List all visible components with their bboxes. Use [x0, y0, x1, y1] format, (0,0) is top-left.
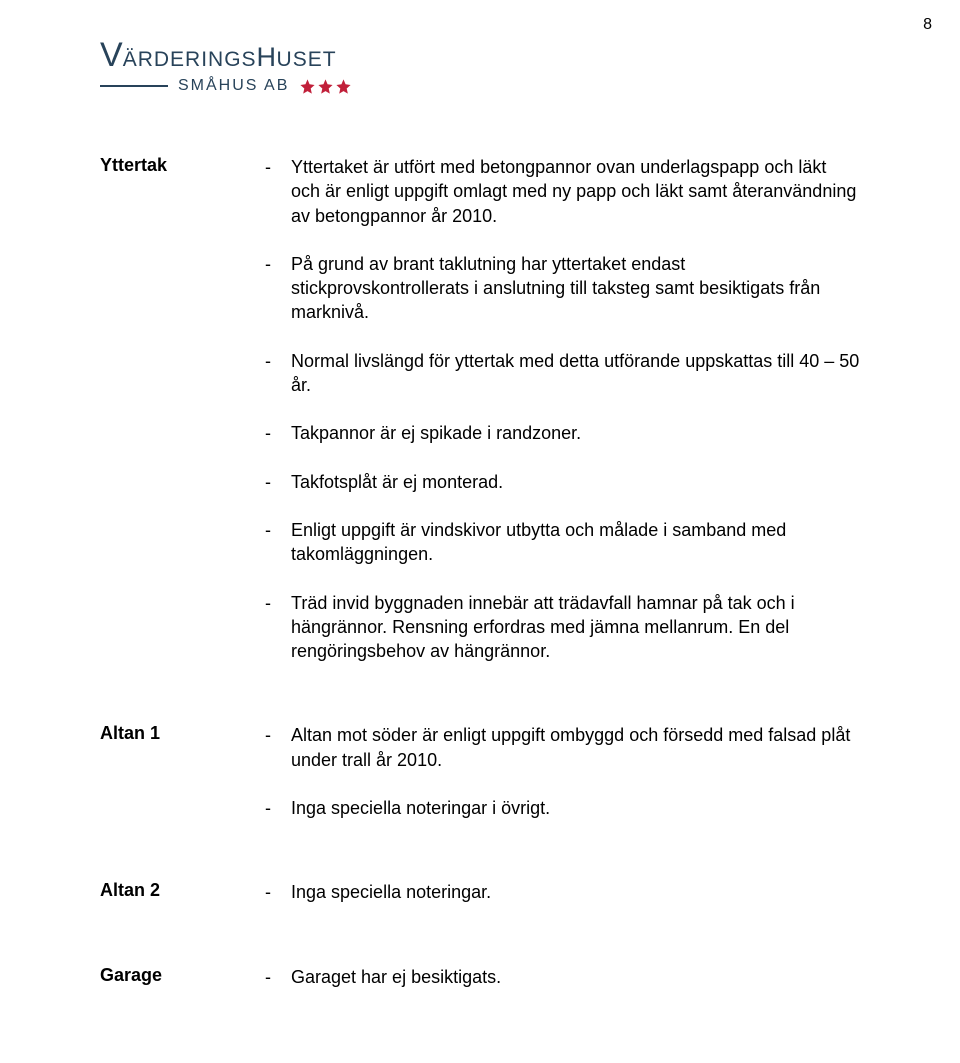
star-icon — [299, 78, 316, 95]
section-altan-1: Altan 1 -Altan mot söder är enligt uppgi… — [100, 723, 860, 820]
section-body: -Yttertaket är utfört med betongpannor o… — [265, 155, 860, 663]
bullet-dash: - — [265, 252, 291, 325]
list-item: -På grund av brant taklutning har yttert… — [265, 252, 860, 325]
logo-mid: ÄRDERINGS — [123, 48, 257, 71]
list-item: -Altan mot söder är enligt uppgift ombyg… — [265, 723, 860, 772]
bullet-dash: - — [265, 470, 291, 494]
list-item: -Takfotsplåt är ej monterad. — [265, 470, 860, 494]
bullet-dash: - — [265, 723, 291, 772]
page-number: 8 — [923, 16, 932, 34]
bullet-text: Enligt uppgift är vindskivor utbytta och… — [291, 518, 860, 567]
section-label: Yttertak — [100, 155, 265, 663]
bullet-text: Inga speciella noteringar i övrigt. — [291, 796, 860, 820]
list-item: -Takpannor är ej spikade i randzoner. — [265, 421, 860, 445]
bullet-dash: - — [265, 155, 291, 228]
logo-sub-row: SMÅHUS AB — [100, 77, 860, 95]
bullet-text: Träd invid byggnaden innebär att trädavf… — [291, 591, 860, 664]
bullet-dash: - — [265, 421, 291, 445]
page: 8 VÄRDERINGSHUSET SMÅHUS AB Yttertak -Yt… — [0, 0, 960, 1063]
bullet-dash: - — [265, 518, 291, 567]
list-item: -Enligt uppgift är vindskivor utbytta oc… — [265, 518, 860, 567]
section-altan-2: Altan 2 -Inga speciella noteringar. — [100, 880, 860, 904]
logo-suffix: USET — [277, 48, 337, 71]
section-label: Altan 1 — [100, 723, 265, 820]
bullet-text: Inga speciella noteringar. — [291, 880, 860, 904]
logo-stars — [299, 78, 352, 95]
logo: VÄRDERINGSHUSET SMÅHUS AB — [100, 36, 860, 95]
bullet-dash: - — [265, 796, 291, 820]
section-yttertak: Yttertak -Yttertaket är utfört med beton… — [100, 155, 860, 663]
logo-subtitle: SMÅHUS AB — [178, 77, 289, 95]
logo-h: H — [257, 42, 277, 72]
section-body: -Inga speciella noteringar. — [265, 880, 860, 904]
section-label: Altan 2 — [100, 880, 265, 904]
bullet-text: Altan mot söder är enligt uppgift ombygg… — [291, 723, 860, 772]
section-body: -Garaget har ej besiktigats. — [265, 965, 860, 989]
star-icon — [335, 78, 352, 95]
list-item: -Normal livslängd för yttertak med detta… — [265, 349, 860, 398]
bullet-text: Takpannor är ej spikade i randzoner. — [291, 421, 860, 445]
section-garage: Garage -Garaget har ej besiktigats. — [100, 965, 860, 989]
bullet-text: Yttertaket är utfört med betongpannor ov… — [291, 155, 860, 228]
logo-main-row: VÄRDERINGSHUSET — [100, 36, 860, 75]
bullet-text: På grund av brant taklutning har ytterta… — [291, 252, 860, 325]
list-item: -Garaget har ej besiktigats. — [265, 965, 860, 989]
bullet-text: Takfotsplåt är ej monterad. — [291, 470, 860, 494]
bullet-text: Normal livslängd för yttertak med detta … — [291, 349, 860, 398]
logo-letter-v: V — [100, 36, 123, 74]
bullet-dash: - — [265, 965, 291, 989]
logo-divider-line — [100, 85, 168, 87]
bullet-dash: - — [265, 591, 291, 664]
bullet-dash: - — [265, 880, 291, 904]
list-item: -Träd invid byggnaden innebär att trädav… — [265, 591, 860, 664]
section-label: Garage — [100, 965, 265, 989]
star-icon — [317, 78, 334, 95]
bullet-text: Garaget har ej besiktigats. — [291, 965, 860, 989]
bullet-dash: - — [265, 349, 291, 398]
list-item: -Inga speciella noteringar. — [265, 880, 860, 904]
list-item: -Inga speciella noteringar i övrigt. — [265, 796, 860, 820]
logo-wordmark: VÄRDERINGSHUSET — [100, 36, 337, 75]
section-body: -Altan mot söder är enligt uppgift ombyg… — [265, 723, 860, 820]
list-item: -Yttertaket är utfört med betongpannor o… — [265, 155, 860, 228]
